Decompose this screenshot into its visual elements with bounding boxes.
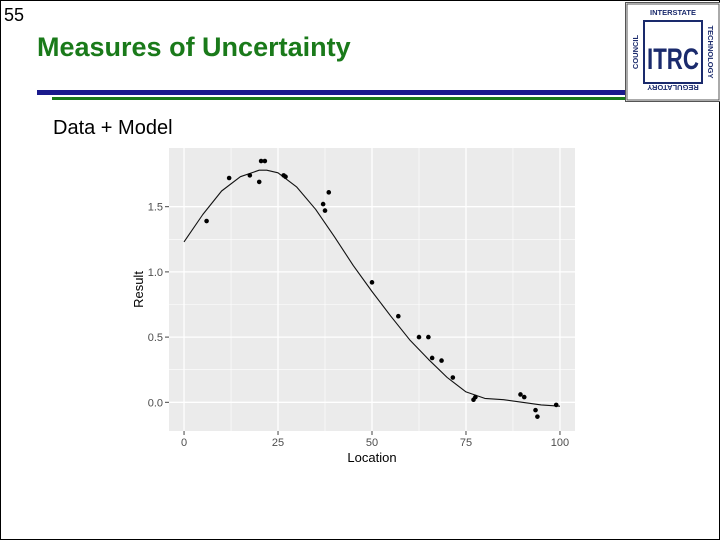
- data-point: [247, 173, 253, 178]
- title-rule-green: [52, 97, 627, 100]
- itrc-logo: INTERSTATE REGULATORY COUNCIL TECHNOLOGY…: [625, 2, 720, 102]
- data-point: [553, 402, 559, 408]
- x-tick-label: 0: [181, 437, 187, 449]
- data-point: [535, 414, 540, 419]
- x-tick-label: 100: [551, 437, 569, 449]
- scatter-chart: 0 25 50 75 100 0.0 0.5 1.0 1.5 Location Result: [131, 148, 575, 465]
- data-point: [262, 158, 268, 164]
- slide-number: 55: [4, 5, 25, 25]
- data-point: [521, 394, 527, 400]
- x-tick-label: 25: [272, 437, 284, 449]
- x-axis-label: Location: [347, 450, 396, 465]
- data-point: [439, 358, 444, 363]
- data-point: [322, 208, 328, 213]
- data-point: [226, 175, 232, 181]
- data-point: [369, 280, 375, 285]
- data-point: [450, 375, 456, 380]
- x-tick-label: 50: [366, 437, 378, 449]
- data-point: [533, 407, 538, 413]
- data-point: [283, 174, 288, 179]
- data-point: [473, 394, 478, 400]
- data-point: [204, 218, 209, 224]
- y-tick-label: 1.0: [148, 267, 163, 279]
- data-point: [429, 355, 435, 361]
- data-point: [416, 334, 422, 340]
- x-tick-label: 75: [460, 437, 472, 449]
- data-point: [258, 158, 264, 164]
- data-point: [426, 334, 431, 340]
- logo-initials: ITRC: [647, 43, 699, 76]
- y-tick-label: 0.5: [148, 332, 163, 344]
- logo-ring-left: COUNCIL: [631, 35, 640, 70]
- slide-title: Measures of Uncertainty: [37, 32, 351, 62]
- data-point: [518, 392, 523, 397]
- chart-container: 0 25 50 75 100 0.0 0.5 1.0 1.5 Location Result: [128, 145, 588, 475]
- y-tick-label: 1.5: [148, 202, 163, 214]
- y-tick-label: 0.0: [148, 397, 163, 409]
- logo-ring-bottom: REGULATORY: [647, 83, 699, 92]
- logo-ring-right: TECHNOLOGY: [706, 26, 715, 79]
- slide-subtitle: Data + Model: [53, 117, 173, 139]
- logo-ring-top: INTERSTATE: [650, 8, 696, 17]
- title-rule-blue: [37, 90, 627, 95]
- data-point: [396, 313, 401, 319]
- data-point: [256, 179, 262, 185]
- itrc-logo-graphic: INTERSTATE REGULATORY COUNCIL TECHNOLOGY…: [626, 3, 720, 101]
- y-axis-label: Result: [131, 271, 146, 308]
- data-point: [326, 190, 332, 195]
- data-point: [320, 201, 326, 207]
